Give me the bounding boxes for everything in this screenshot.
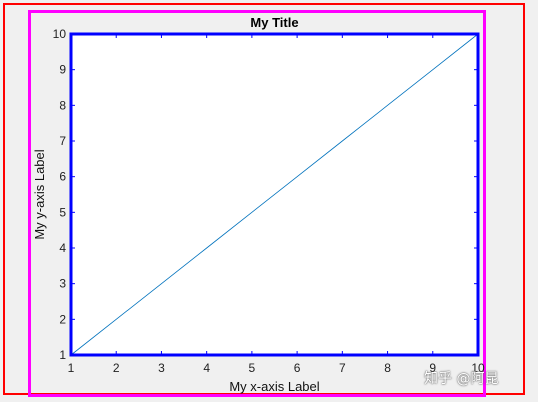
y-tick-label: 4: [59, 241, 66, 255]
x-tick-label: 9: [429, 361, 436, 375]
x-tick-label: 3: [158, 361, 165, 375]
figure-frame: [28, 10, 486, 397]
y-tick-label: 8: [59, 98, 66, 112]
axes-box: [69, 32, 480, 357]
x-tick-label: 6: [294, 361, 301, 375]
x-tick-label: 4: [203, 361, 210, 375]
y-axis-label: My y-axis Label: [32, 149, 47, 239]
x-tick-label: 5: [249, 361, 256, 375]
y-tick-label: 9: [59, 63, 66, 77]
y-tick-label: 3: [59, 277, 66, 291]
series-line: [70, 33, 479, 356]
x-tick-label: 7: [339, 361, 346, 375]
x-tick-label: 2: [113, 361, 120, 375]
watermark: 知乎 @阿昆: [424, 371, 499, 387]
chart-title: My Title: [250, 15, 298, 30]
y-tick-label: 6: [59, 170, 66, 184]
y-tick-label: 7: [59, 134, 66, 148]
tick-layer: 1 2 3 4 5 6 7 8 9 10 1 2 3 4 5 6 7 8 9 10: [53, 27, 485, 375]
x-tick-label: 1: [68, 361, 75, 375]
x-tick-label: 8: [384, 361, 391, 375]
y-tick-label: 1: [59, 348, 66, 362]
x-axis-label: My x-axis Label: [229, 379, 319, 394]
line-layer: [70, 33, 479, 356]
y-tick-label: 5: [59, 205, 66, 219]
y-tick-label: 10: [53, 27, 67, 41]
x-tick-label: 10: [471, 361, 485, 375]
y-tick-label: 2: [59, 312, 66, 326]
